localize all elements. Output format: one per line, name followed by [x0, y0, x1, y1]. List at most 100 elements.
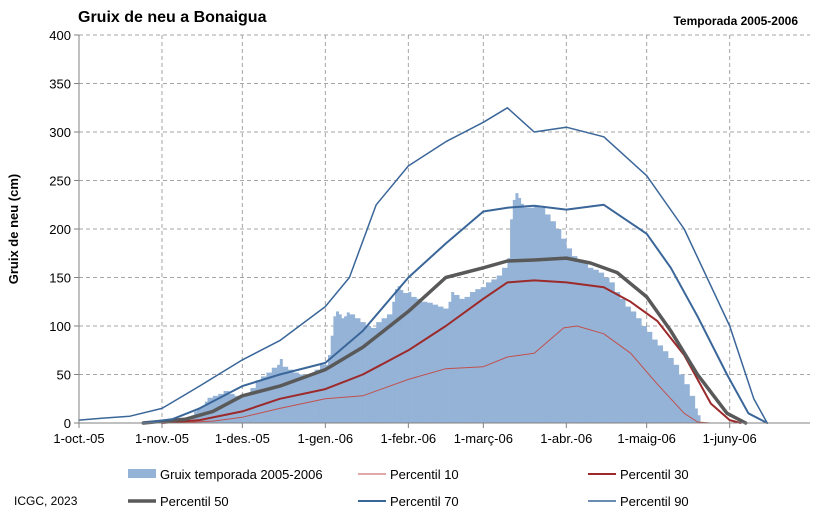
- x-tick-label: 1-nov.-05: [135, 431, 189, 446]
- axes: [74, 34, 810, 428]
- snow-depth-bar: [309, 374, 315, 423]
- percentile-line: [141, 256, 748, 425]
- snow-depth-bar: [354, 318, 361, 423]
- snow-depth-bar: [282, 366, 289, 423]
- snow-depth-bar: [577, 260, 583, 423]
- snow-depth-bar: [271, 367, 278, 423]
- snow-depth-bar: [475, 289, 481, 423]
- snow-depth-bar: [338, 314, 342, 423]
- snow-depth-bar: [448, 301, 452, 423]
- snow-depth-bar: [555, 229, 562, 423]
- y-tick-label: 350: [49, 77, 71, 92]
- snow-depth-bar: [451, 292, 455, 423]
- snow-depth-bar: [314, 369, 321, 423]
- snow-depth-bar: [392, 301, 396, 423]
- snow-depth-bar: [298, 374, 305, 423]
- snow-depth-bar: [437, 306, 444, 423]
- snow-depth-bar: [408, 292, 412, 423]
- x-tick-label: 1-febr.-06: [381, 431, 437, 446]
- y-tick-labels: 0 50 100 150 200 250 300 350 400: [49, 28, 71, 431]
- snow-depth-bar: [571, 256, 578, 423]
- x-tick-label: 1-abr.-06: [540, 431, 592, 446]
- snow-depth-bar: [520, 203, 524, 423]
- x-tick-label: 1-des.-05: [215, 431, 270, 446]
- snow-depth-bar: [365, 326, 372, 423]
- snow-depth-bar: [635, 318, 642, 423]
- snow-depth-bar: [464, 296, 471, 423]
- snow-depth-bar: [223, 390, 230, 423]
- y-tick-label: 200: [49, 222, 71, 237]
- snow-depth-bar: [245, 393, 251, 423]
- snow-depth-bar: [694, 408, 698, 423]
- legend-label: Percentil 90: [620, 494, 689, 509]
- snow-depth-bar: [261, 376, 267, 423]
- x-tick-label: 1-maig-06: [617, 431, 676, 446]
- y-tick-label: 50: [57, 368, 71, 383]
- percentile-line: [172, 325, 712, 424]
- x-tick-label: 1-juny-06: [703, 431, 757, 446]
- snow-depth-bar: [381, 318, 388, 423]
- snow-depth-bar: [402, 293, 409, 423]
- snow-depth-bar: [566, 248, 572, 423]
- x-tick-label: 1-oct.-05: [53, 431, 104, 446]
- snow-depth-bar: [279, 358, 283, 423]
- y-tick-label: 0: [64, 416, 71, 431]
- snow-depth-bar: [598, 272, 605, 423]
- y-tick-label: 100: [49, 319, 71, 334]
- percentile-lines: [78, 107, 769, 425]
- y-axis-label: Gruix de neu (cm): [6, 174, 21, 285]
- snow-depth-bar: [386, 314, 393, 423]
- snow-depth-bar: [469, 292, 476, 423]
- x-tick-label: 1-gen.-06: [298, 431, 354, 446]
- snow-depth-bar: [319, 364, 329, 423]
- y-tick-label: 250: [49, 174, 71, 189]
- snow-depth-bar: [266, 372, 273, 423]
- snow-depth-bar: [678, 374, 685, 423]
- snow-depth-bar: [421, 301, 428, 423]
- snow-depth-bar: [593, 269, 599, 423]
- snow-depth-bar: [697, 415, 701, 423]
- y-tick-label: 150: [49, 271, 71, 286]
- percentile-line: [142, 203, 769, 424]
- snow-depth-bar: [673, 364, 680, 423]
- snow-depth-bar: [539, 207, 546, 423]
- y-tick-label: 300: [49, 125, 71, 140]
- snow-depth-bar: [376, 322, 382, 423]
- snow-depth-bar: [191, 415, 195, 423]
- snow-depth-bar: [512, 199, 516, 423]
- snow-depth-bar: [328, 355, 331, 423]
- snow-depth-bar: [515, 193, 519, 423]
- snow-depth-bar: [360, 322, 366, 423]
- snow-depth-bar: [349, 314, 356, 423]
- snow-depth-bar: [255, 380, 262, 423]
- legend-label: Percentil 30: [620, 467, 689, 482]
- snow-depth-bar: [550, 221, 556, 423]
- snow-depth-bar: [603, 277, 610, 423]
- snow-depth-bar: [427, 302, 433, 423]
- snow-depth-bar: [496, 275, 503, 423]
- snow-depth-bar: [333, 316, 337, 423]
- credit-text: ICGC, 2023: [14, 494, 78, 508]
- x-tick-label: 1-març-06: [454, 431, 513, 446]
- snow-depth-bar: [234, 395, 240, 423]
- snow-depth-bar: [625, 306, 631, 423]
- snow-depth-bar: [480, 287, 487, 423]
- snow-depth-bar: [587, 267, 594, 423]
- chart-title: Gruix de neu a Bonaigua: [78, 9, 267, 26]
- bars-series: [188, 193, 701, 423]
- legend: Gruix temporada 2005-2006 Percentil 10 Per…: [128, 467, 689, 509]
- snow-depth-bar: [619, 298, 626, 423]
- snow-depth-bar: [510, 219, 514, 423]
- snow-depth-bar: [346, 312, 350, 423]
- snow-depth-bar: [689, 395, 696, 423]
- snow-depth-bar: [609, 282, 615, 423]
- snow-depth-bar: [507, 258, 511, 423]
- snow-depth-bar: [370, 327, 377, 423]
- snow-depth-bar: [330, 335, 334, 423]
- snow-depth-bar: [250, 388, 257, 423]
- legend-label: Percentil 70: [390, 494, 459, 509]
- snow-depth-bar: [523, 207, 530, 423]
- legend-label: Percentil 10: [390, 467, 459, 482]
- snow-depth-bar: [614, 292, 621, 423]
- legend-label: Percentil 50: [160, 494, 229, 509]
